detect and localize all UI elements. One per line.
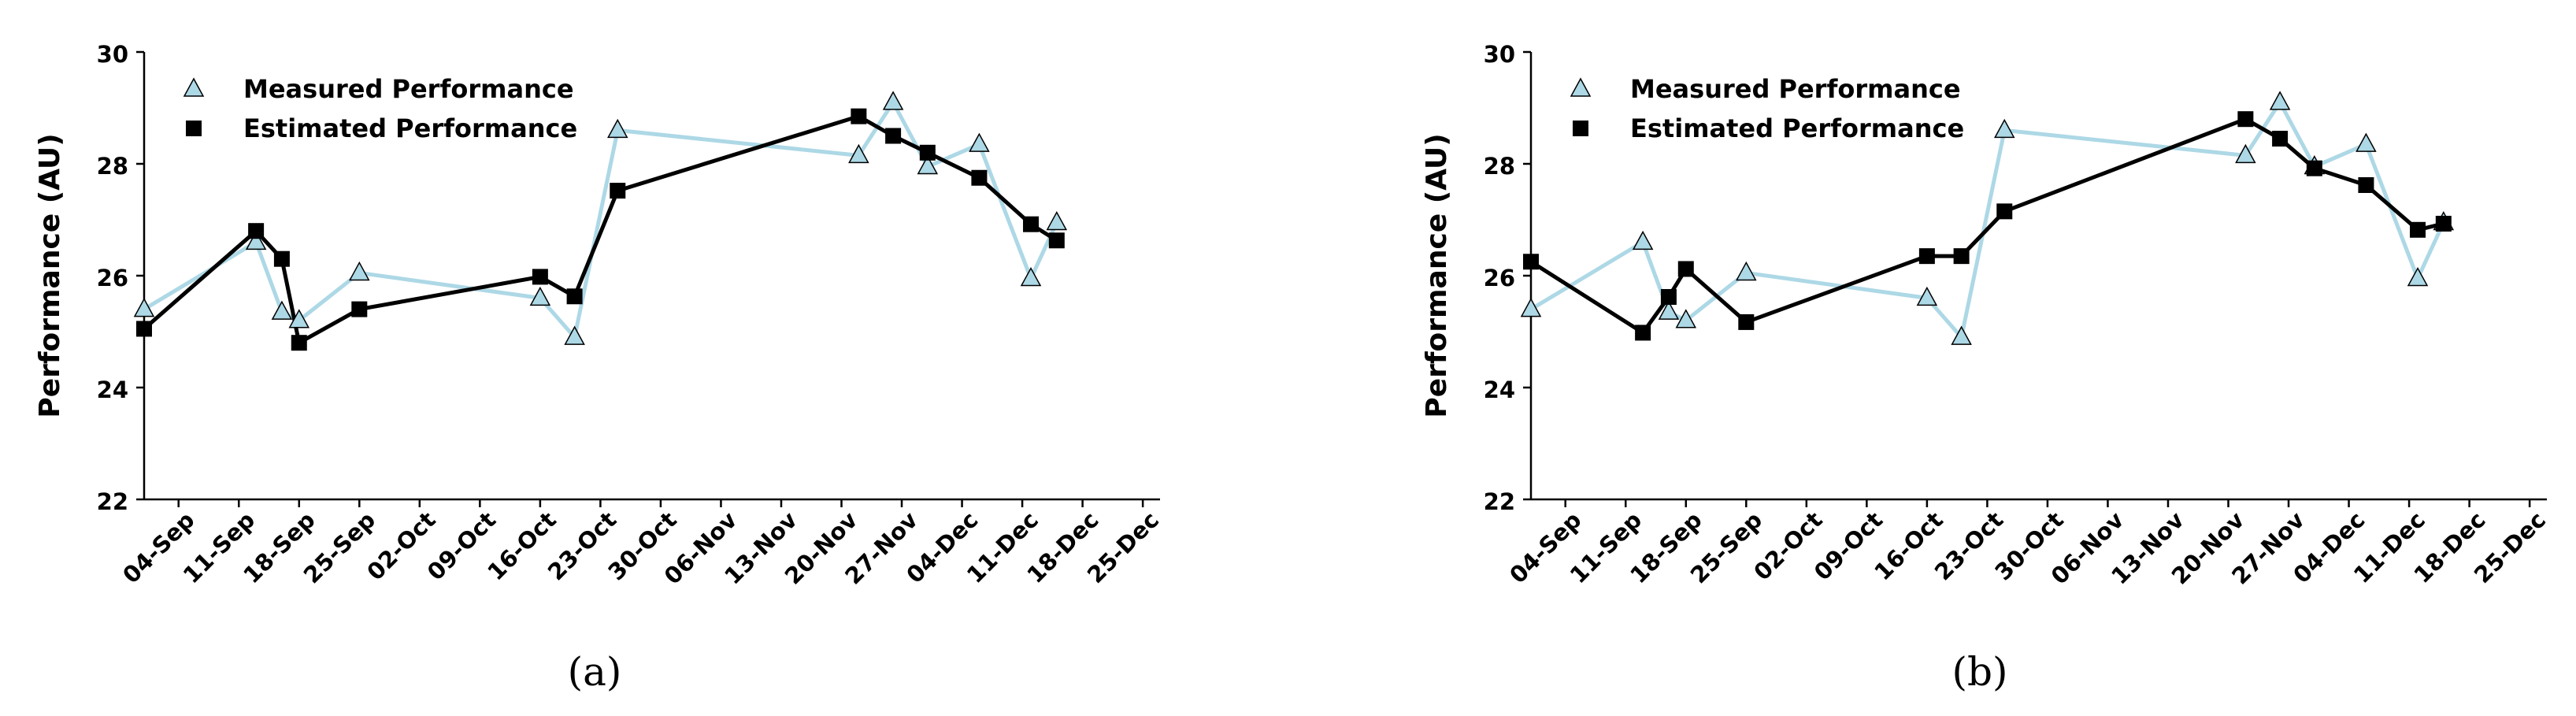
estimated-point bbox=[2237, 111, 2254, 128]
measured-point bbox=[1675, 309, 1697, 328]
y-tick-label: 22 bbox=[97, 488, 128, 515]
measured-point bbox=[133, 298, 155, 317]
estimated-point bbox=[566, 288, 583, 305]
estimated-point bbox=[248, 223, 265, 239]
measured-point bbox=[917, 154, 939, 175]
y-tick-label: 24 bbox=[1484, 377, 1515, 403]
chart-panel-a: 222426283004-Sep11-Sep18-Sep25-Sep02-Oct… bbox=[34, 41, 1164, 695]
estimated-point bbox=[2435, 215, 2452, 232]
y-axis-label: Performance (AU) bbox=[34, 133, 66, 417]
panel-caption: (b) bbox=[1951, 649, 2007, 695]
estimated-point bbox=[1677, 261, 1694, 277]
y-tick-label: 28 bbox=[97, 153, 128, 180]
series-line-estimated bbox=[143, 114, 1058, 345]
measured-point bbox=[607, 118, 628, 139]
measured-point bbox=[1951, 325, 1972, 345]
legend-triangle-marker bbox=[183, 77, 205, 97]
estimated-point bbox=[2410, 221, 2426, 238]
estimated-point bbox=[1996, 203, 2013, 220]
y-tick-label: 24 bbox=[97, 377, 128, 403]
measured-point bbox=[1632, 230, 1654, 250]
estimated-point bbox=[1738, 313, 1755, 330]
estimated-point bbox=[291, 335, 307, 351]
estimated-point bbox=[2358, 176, 2374, 193]
estimated-point bbox=[532, 269, 548, 285]
y-tick-label: 26 bbox=[1484, 265, 1515, 291]
y-axis-label: Performance (AU) bbox=[1421, 133, 1453, 417]
estimated-point bbox=[2272, 131, 2289, 147]
estimated-point bbox=[1918, 248, 1935, 265]
estimated-point bbox=[1635, 325, 1651, 341]
measured-point bbox=[1046, 210, 1068, 231]
estimated-point bbox=[2306, 160, 2322, 176]
measured-point bbox=[2269, 91, 2291, 110]
y-tick-label: 30 bbox=[97, 41, 128, 68]
measured-point bbox=[1916, 286, 1938, 306]
measured-point bbox=[529, 286, 551, 306]
panel-caption: (a) bbox=[568, 649, 622, 695]
measured-point bbox=[1520, 298, 1542, 317]
estimated-point bbox=[1023, 216, 1040, 232]
y-tick-label: 28 bbox=[1484, 153, 1515, 180]
estimated-point bbox=[1523, 254, 1539, 270]
legend: Measured Performance Estimated Performanc… bbox=[183, 74, 577, 143]
y-tick-label: 22 bbox=[1484, 488, 1515, 515]
legend-entry: Measured Performance bbox=[1630, 74, 1961, 104]
estimated-point bbox=[1953, 248, 1970, 265]
y-tick-label: 26 bbox=[97, 265, 128, 291]
y-tick-label: 30 bbox=[1484, 41, 1515, 68]
legend-square-marker bbox=[1573, 121, 1588, 136]
estimated-point bbox=[851, 108, 867, 124]
measured-point bbox=[1994, 118, 2015, 139]
measured-point bbox=[1736, 261, 1757, 281]
estimated-point bbox=[885, 128, 902, 144]
legend-triangle-marker bbox=[1570, 77, 1592, 97]
estimated-point bbox=[273, 250, 290, 267]
legend-entry: Estimated Performance bbox=[243, 113, 577, 143]
chart-panel-b: 222426283004-Sep11-Sep18-Sep25-Sep02-Oct… bbox=[1421, 41, 2551, 695]
measured-point bbox=[1020, 266, 1042, 287]
estimated-point bbox=[1048, 232, 1065, 249]
measured-point bbox=[288, 309, 310, 328]
measured-point bbox=[349, 261, 370, 281]
estimated-point bbox=[1660, 288, 1677, 305]
measured-point bbox=[969, 132, 990, 152]
measured-point bbox=[1658, 300, 1680, 320]
measured-point bbox=[882, 91, 904, 110]
measured-point bbox=[2407, 266, 2429, 287]
measured-point bbox=[2355, 132, 2377, 152]
measured-point bbox=[245, 230, 267, 250]
measured-point bbox=[2235, 143, 2256, 164]
legend-entry: Estimated Performance bbox=[1630, 113, 1964, 143]
legend-entry: Measured Performance bbox=[243, 74, 574, 104]
estimated-point bbox=[610, 183, 626, 199]
estimated-point bbox=[919, 144, 936, 161]
estimated-point bbox=[136, 321, 152, 337]
estimated-point bbox=[351, 301, 368, 317]
measured-point bbox=[271, 300, 293, 320]
legend: Measured Performance Estimated Performanc… bbox=[1570, 74, 1964, 143]
legend-square-marker bbox=[186, 121, 202, 136]
measured-point bbox=[848, 143, 869, 164]
measured-point bbox=[564, 325, 585, 345]
estimated-point bbox=[971, 169, 988, 186]
